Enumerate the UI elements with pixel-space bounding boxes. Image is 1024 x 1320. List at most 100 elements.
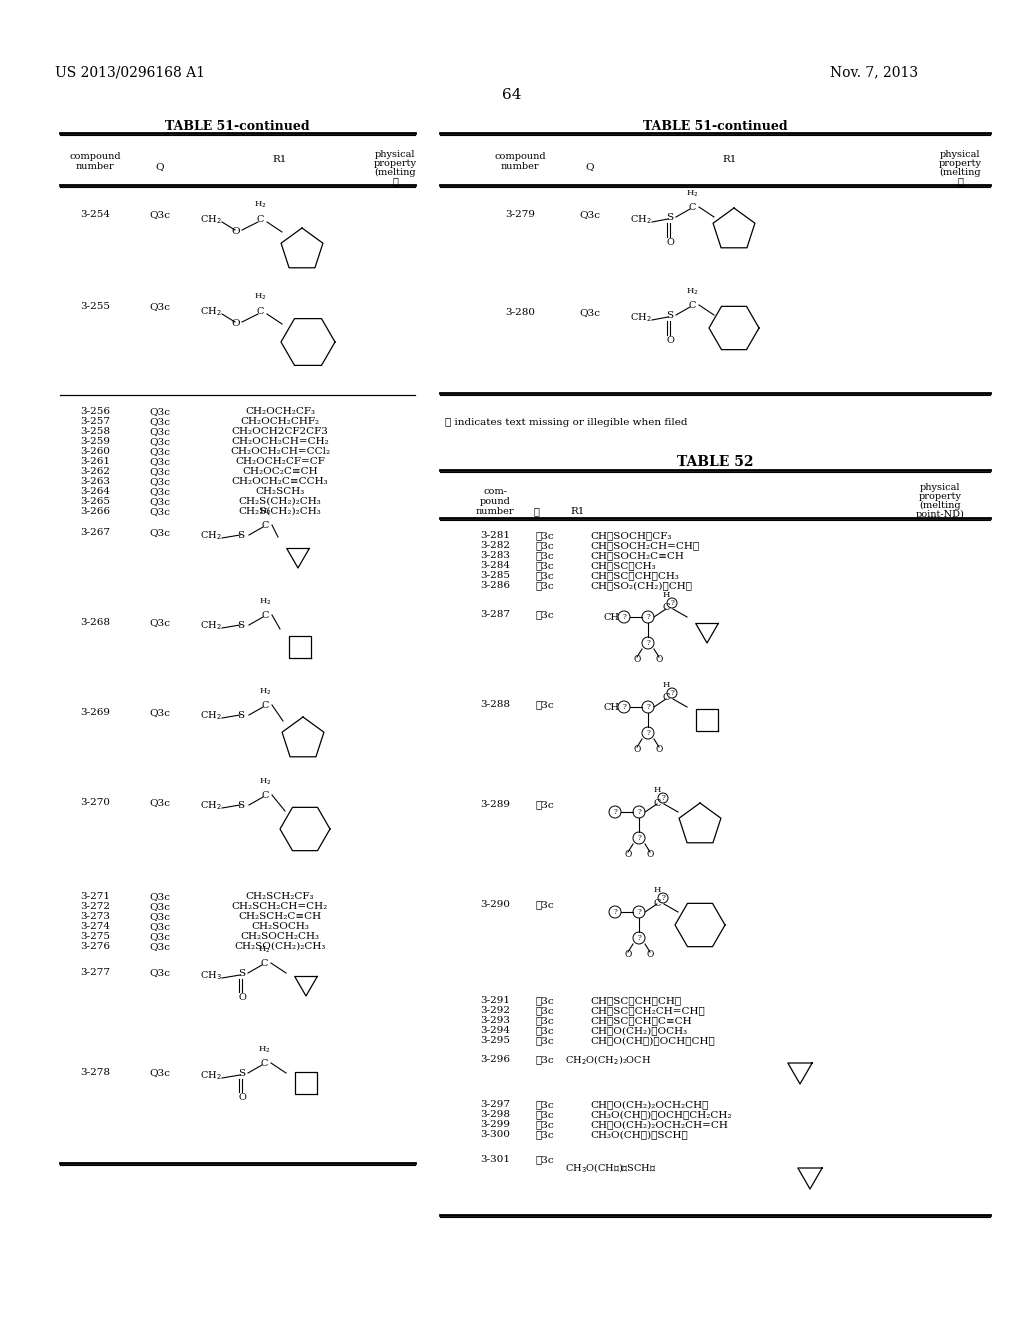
Text: R1: R1 (723, 154, 737, 164)
Text: R1: R1 (272, 154, 287, 164)
Text: ?: ? (637, 834, 641, 842)
Text: 3-291: 3-291 (480, 997, 510, 1005)
Text: 3-256: 3-256 (80, 407, 110, 416)
Text: Q3c: Q3c (150, 968, 171, 977)
Text: S: S (238, 710, 245, 719)
Text: CHⓕSCⓕCH₂CH=CHⓕ: CHⓕSCⓕCH₂CH=CHⓕ (590, 1006, 705, 1015)
Text: Q3c: Q3c (150, 942, 171, 950)
Text: ?: ? (613, 908, 616, 916)
Text: C: C (653, 899, 660, 908)
Text: 3-300: 3-300 (480, 1130, 510, 1139)
Text: Nov. 7, 2013: Nov. 7, 2013 (830, 65, 919, 79)
Text: ?: ? (637, 935, 641, 942)
Text: C: C (261, 791, 268, 800)
Text: 3-293: 3-293 (480, 1016, 510, 1026)
Text: 3-258: 3-258 (80, 426, 110, 436)
Text: ⓕ3c: ⓕ3c (536, 550, 555, 560)
Text: O: O (231, 318, 241, 327)
Text: ⓕ3c: ⓕ3c (536, 900, 555, 909)
Text: CH$_2$: CH$_2$ (630, 312, 651, 325)
Text: O: O (238, 993, 246, 1002)
Text: CH₂S(CH₂)₂CH₃: CH₂S(CH₂)₂CH₃ (239, 498, 322, 506)
Text: Q3c: Q3c (150, 447, 171, 455)
Text: 3-268: 3-268 (80, 618, 110, 627)
Text: CHⓕSCⓕCHⓕC≡CH: CHⓕSCⓕCHⓕC≡CH (590, 1016, 691, 1026)
Text: CH: CH (604, 612, 620, 622)
Text: C: C (663, 693, 670, 702)
Text: 3-271: 3-271 (80, 892, 110, 902)
Text: ⓕ3c: ⓕ3c (536, 1100, 555, 1109)
Text: (melting: (melting (939, 168, 981, 177)
Text: ⓕ3c: ⓕ3c (536, 1026, 555, 1035)
Text: CH$_2$: CH$_2$ (200, 529, 221, 543)
Text: 3-284: 3-284 (480, 561, 510, 570)
Text: 3-257: 3-257 (80, 417, 110, 426)
Text: 3-259: 3-259 (80, 437, 110, 446)
Text: CH₂SCH₂CF₃: CH₂SCH₂CF₃ (246, 892, 314, 902)
Text: 3-265: 3-265 (80, 498, 110, 506)
Text: 3-255: 3-255 (80, 302, 110, 312)
Text: O: O (655, 744, 663, 754)
Text: S: S (239, 1068, 246, 1077)
Text: O: O (666, 238, 674, 247)
Text: TABLE 51-continued: TABLE 51-continued (165, 120, 310, 133)
Text: C: C (261, 520, 268, 529)
Text: ?: ? (646, 704, 650, 711)
Text: CH$_2$: CH$_2$ (200, 800, 221, 812)
Text: CHⓕO(CH₂)ⓕOCH₃: CHⓕO(CH₂)ⓕOCH₃ (590, 1026, 687, 1035)
Text: ?: ? (613, 808, 616, 816)
Text: H$_2$: H$_2$ (259, 597, 271, 607)
Text: Q3c: Q3c (150, 426, 171, 436)
Text: ⓕ3c: ⓕ3c (536, 1110, 555, 1119)
Text: CHⓕSO₂(CH₂)ⓕCHⓕ: CHⓕSO₂(CH₂)ⓕCHⓕ (590, 581, 692, 590)
Text: CHⓕSCⓕCH₃: CHⓕSCⓕCH₃ (590, 561, 655, 570)
Text: CH₂OCH₂CF=CF: CH₂OCH₂CF=CF (236, 457, 325, 466)
Text: 3-281: 3-281 (480, 531, 510, 540)
Text: ⓕ3c: ⓕ3c (536, 541, 555, 550)
Text: CH₂OCH2CF2CF3: CH₂OCH2CF2CF3 (231, 426, 329, 436)
Text: 3-280: 3-280 (505, 308, 535, 317)
Text: number: number (501, 162, 540, 172)
Text: Q3c: Q3c (150, 892, 171, 902)
Text: CH: CH (604, 702, 620, 711)
Text: 3-282: 3-282 (480, 541, 510, 550)
Text: (melting: (melting (374, 168, 416, 177)
Text: compound: compound (70, 152, 121, 161)
Text: Q: Q (586, 162, 594, 172)
Text: O: O (625, 950, 632, 960)
Text: 3-290: 3-290 (480, 900, 510, 909)
Text: 3-254: 3-254 (80, 210, 110, 219)
Text: Q3c: Q3c (150, 477, 171, 486)
Text: CH₂S(CH₂)₂CH₃: CH₂S(CH₂)₂CH₃ (239, 507, 322, 516)
Text: CH$_2$: CH$_2$ (200, 306, 221, 318)
Text: Q3c: Q3c (150, 912, 171, 921)
Text: CH₂OCH₂CF₃: CH₂OCH₂CF₃ (245, 407, 315, 416)
Text: H$_2$: H$_2$ (259, 507, 271, 517)
Text: H: H (663, 591, 670, 599)
Text: CH$_3$O(CHⓕ)ⓕSCHⓕ: CH$_3$O(CHⓕ)ⓕSCHⓕ (565, 1162, 656, 1175)
Text: (melting: (melting (920, 502, 961, 510)
Text: H: H (653, 886, 660, 894)
Text: 3-279: 3-279 (505, 210, 535, 219)
Text: 3-263: 3-263 (80, 477, 110, 486)
Text: CH₂SOCH₂CH₃: CH₂SOCH₂CH₃ (241, 932, 319, 941)
Text: C: C (688, 202, 695, 211)
Text: 3-289: 3-289 (480, 800, 510, 809)
Text: C: C (653, 799, 660, 808)
Text: C: C (256, 214, 264, 223)
Text: Q3c: Q3c (150, 210, 171, 219)
Text: 3-277: 3-277 (80, 968, 110, 977)
Text: ⓕ3c: ⓕ3c (536, 1119, 555, 1129)
Text: Q3c: Q3c (150, 487, 171, 496)
Text: S: S (667, 310, 674, 319)
Text: ?: ? (670, 599, 674, 607)
Text: 3-266: 3-266 (80, 507, 110, 516)
Text: S: S (239, 969, 246, 978)
Text: 3-262: 3-262 (80, 467, 110, 477)
Text: CHⓕO(CH₂)₂OCH₂CHⓕ: CHⓕO(CH₂)₂OCH₂CHⓕ (590, 1100, 709, 1109)
Text: Q3c: Q3c (580, 210, 600, 219)
Text: 3-286: 3-286 (480, 581, 510, 590)
Text: CH₃O(CHⓕ)ⓕOCHⓕCH₂CH₂: CH₃O(CHⓕ)ⓕOCHⓕCH₂CH₂ (590, 1110, 731, 1119)
Text: H$_2$: H$_2$ (686, 286, 698, 297)
Text: Q3c: Q3c (150, 1068, 171, 1077)
